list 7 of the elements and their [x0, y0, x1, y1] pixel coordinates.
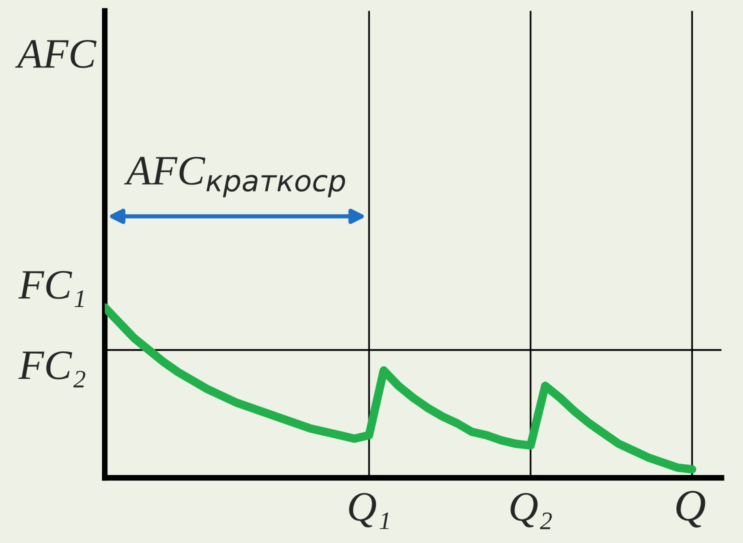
text: FC₁ [18, 270, 84, 307]
x-tick-label: Q₂ [510, 493, 552, 530]
x-axis-title: Q [676, 490, 706, 528]
text: AFC$_{краткоср}$ [124, 156, 346, 198]
x-tick-label: Q₁ [349, 493, 389, 530]
ref-line-label: FC₂ [18, 351, 86, 388]
text: AFC [15, 40, 97, 68]
